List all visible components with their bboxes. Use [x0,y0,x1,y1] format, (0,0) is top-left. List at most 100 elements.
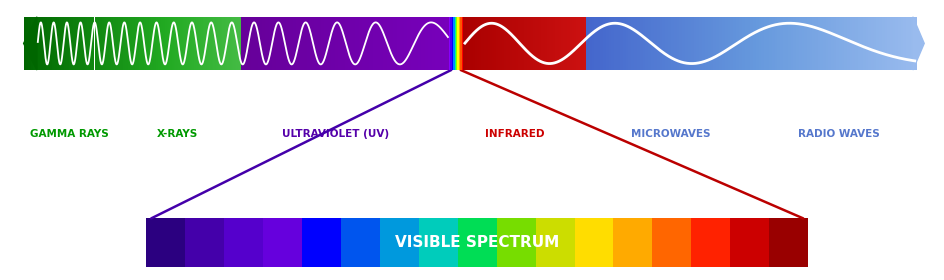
Bar [77,17,80,70]
Bar [497,218,535,267]
Bar [196,17,198,70]
Bar [547,17,548,70]
Bar [870,17,873,70]
Bar [479,17,480,70]
Bar [448,17,449,70]
Bar [463,17,464,70]
Bar [36,17,38,70]
Bar [565,17,566,70]
Bar [379,17,382,70]
Bar [359,17,362,70]
Bar [528,17,531,70]
Bar [545,17,547,70]
Bar [369,17,372,70]
Bar [173,17,174,70]
Bar [230,17,232,70]
Bar [716,17,718,70]
Bar [313,17,317,70]
Bar [790,17,793,70]
Bar [428,17,431,70]
Bar [582,17,583,70]
Bar [622,17,625,70]
Bar [338,17,341,70]
Bar [713,17,716,70]
Bar [442,17,445,70]
Bar [588,17,591,70]
Bar [682,17,684,70]
Bar [459,17,460,70]
Bar [183,17,184,70]
Bar [372,17,376,70]
Bar [121,17,123,70]
Bar [80,17,83,70]
Bar [489,17,491,70]
Bar [228,17,229,70]
Bar [744,17,747,70]
Bar [491,17,493,70]
Bar [247,17,251,70]
Bar [730,218,768,267]
Bar [782,17,784,70]
Bar [272,17,276,70]
Bar [464,17,466,70]
Bar [153,17,156,70]
Bar [780,17,782,70]
Bar [421,17,424,70]
Text: GAMMA RAYS: GAMMA RAYS [29,129,109,139]
Bar [841,17,843,70]
Bar [191,17,192,70]
Bar [548,17,550,70]
Bar [676,17,679,70]
Bar [721,17,724,70]
Bar [510,17,512,70]
Bar [483,17,485,70]
Bar [825,17,827,70]
Bar [768,17,771,70]
Bar [812,17,814,70]
Bar [83,17,85,70]
Bar [30,17,33,70]
Bar [574,218,613,267]
Polygon shape [912,17,923,70]
Text: ULTRAVIOLET (UV): ULTRAVIOLET (UV) [281,129,389,139]
Bar [137,17,140,70]
Bar [653,17,656,70]
Bar [522,17,524,70]
Bar [42,17,45,70]
Bar [515,17,517,70]
Bar [881,17,884,70]
Bar [557,17,559,70]
Bar [471,17,473,70]
Bar [619,17,622,70]
Bar [614,17,616,70]
Bar [192,17,193,70]
Bar [200,17,202,70]
Bar [787,17,790,70]
Bar [351,17,355,70]
Bar [142,17,143,70]
Bar [317,17,320,70]
Bar [390,17,393,70]
Bar [771,17,774,70]
Bar [493,17,496,70]
Bar [202,17,203,70]
Bar [455,17,457,70]
Bar [827,17,830,70]
Bar [838,17,841,70]
Bar [777,17,779,70]
Bar [532,17,534,70]
Bar [418,218,457,267]
Bar [431,17,434,70]
Bar [461,17,463,70]
Bar [902,17,905,70]
Bar [900,17,902,70]
Bar [210,17,211,70]
Bar [169,17,170,70]
Bar [512,17,514,70]
Text: X-RAYS: X-RAYS [157,129,198,139]
Bar [400,17,403,70]
Bar [244,17,247,70]
Bar [696,17,699,70]
Bar [577,17,579,70]
Bar [47,17,50,70]
